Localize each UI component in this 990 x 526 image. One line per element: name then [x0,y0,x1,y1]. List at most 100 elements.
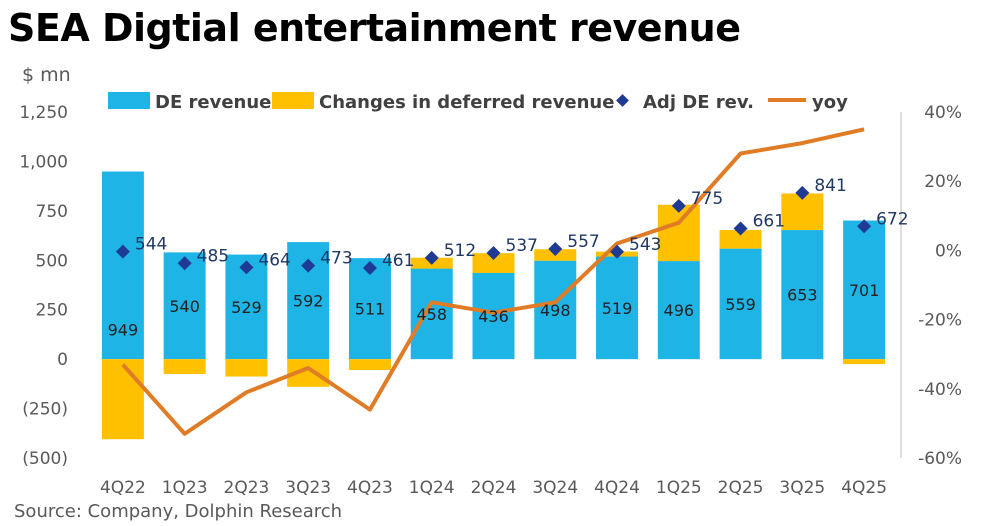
de-revenue-label: 559 [725,295,756,314]
adj-de-rev-marker [795,185,810,200]
de-revenue-bar [596,256,639,360]
y-right-tick: -60% [918,449,962,469]
adj-de-rev-marker [857,219,872,234]
de-revenue-label: 540 [169,297,200,316]
y-right-tick: -40% [918,380,962,400]
adj-de-rev-label: 485 [197,246,229,266]
x-tick-label: 2Q23 [224,478,270,498]
y-right-tick: -20% [918,311,962,331]
de-revenue-bar [410,268,453,360]
x-tick-label: 1Q23 [162,478,208,498]
adj-de-rev-marker [301,258,316,273]
deferred-revenue-bar [472,253,515,273]
de-revenue-label: 496 [664,301,695,320]
y-left-tick: 1,000 [19,152,68,172]
adj-de-rev-label: 464 [258,250,290,270]
de-revenue-bar [101,171,144,360]
y-right-tick: 20% [924,172,962,192]
x-tick-label: 2Q25 [718,478,764,498]
legend-label-adj: Adj DE rev. [643,92,754,113]
deferred-revenue-bar [163,359,206,374]
y-left-tick: 250 [36,301,68,321]
adj-de-rev-label: 841 [814,176,846,196]
y-left-tick: (500) [22,449,68,469]
x-tick-label: 2Q24 [471,478,517,498]
data-labels: 949 540 529 592 511 458 436 498 519 496 559 653 701 5… [108,176,909,340]
adj-de-rev-marker [733,221,748,236]
adj-de-rev-label: 544 [135,235,167,255]
adj-de-rev-label: 543 [629,235,661,255]
y-right-tick: 0% [935,241,962,261]
adj-de-rev-label: 557 [567,232,599,252]
deferred-revenue-bar [843,359,886,365]
de-revenue-bar [843,220,886,360]
y-left-tick: (250) [22,400,68,420]
de-revenue-label: 949 [108,321,139,340]
legend-label-yoy: yoy [812,92,848,113]
x-tick-label: 4Q23 [347,478,393,498]
legend-marker-adj [616,94,629,107]
y-left-tick: 750 [36,202,68,222]
adj-de-rev-marker [177,256,192,271]
adj-de-rev-marker [486,245,501,260]
de-revenue-bar [657,261,700,360]
x-tick-label: 3Q24 [532,478,578,498]
adj-de-rev-marker [671,198,686,213]
de-revenue-label: 458 [416,305,447,324]
legend-swatch-deferred [272,92,314,109]
de-revenue-bar [534,260,577,360]
de-revenue-bar [472,272,515,360]
x-tick-label: 3Q23 [285,478,331,498]
adj-de-rev-marker [548,242,563,257]
legend-swatch-de-revenue [108,92,150,109]
adj-de-rev-label: 473 [320,249,352,269]
x-tick-label: 4Q25 [841,478,887,498]
adj-de-rev-marker [239,260,254,275]
deferred-revenue-bar [348,359,391,371]
adj-de-rev-label: 672 [876,209,908,229]
de-revenue-bar [781,230,824,360]
de-revenue-bar [719,248,762,360]
deferred-revenue-bar [225,359,268,377]
adj-de-rev-marker [115,244,130,259]
y-left-tick: 0 [57,350,68,370]
x-tick-label: 3Q25 [779,478,825,498]
deferred-revenue-bar [657,204,700,262]
de-revenue-label: 529 [231,298,262,317]
adj-de-rev-marker [424,250,439,265]
de-revenue-label: 436 [478,307,509,326]
chart-title: SEA Digtial entertainment revenue [8,6,741,50]
adj-de-rev-label: 661 [753,211,785,231]
x-tick-label: 1Q24 [409,478,455,498]
adj-de-rev-marker [610,244,625,259]
y-right-tick: 40% [924,103,962,123]
adj-de-rev-marker [362,260,377,275]
x-tick-label: 1Q25 [656,478,702,498]
legend-label-de-revenue: DE revenue [155,92,271,113]
legend-label-deferred: Changes in deferred revenue [319,92,614,113]
x-tick-label: 4Q22 [100,478,146,498]
y-left-tick: 1,250 [19,103,68,123]
de-revenue-label: 592 [293,292,324,311]
deferred-revenue-bar [719,230,762,249]
adj-de-rev-label: 461 [382,251,414,271]
adj-markers [115,185,872,275]
de-revenue-label: 498 [540,301,571,320]
de-revenue-label: 511 [355,300,386,319]
deferred-revenue-bar [101,359,144,440]
yoy-line-layer [121,127,865,436]
legend: DE revenue Changes in deferred revenue A… [108,92,848,113]
y-left-tick: 500 [36,251,68,271]
adj-de-rev-label: 512 [444,241,476,261]
adj-de-rev-label: 537 [506,236,538,256]
unit-label: $ mn [22,64,71,86]
de-revenue-label: 701 [849,281,880,300]
yoy-line [121,127,865,436]
de-revenue-label: 519 [602,299,633,318]
de-revenue-label: 653 [787,286,818,305]
adj-de-rev-label: 775 [691,189,723,209]
x-tick-label: 4Q24 [594,478,640,498]
axes: (500) (250) 0 250 500 750 1,000 1,250 -60% -40% -2… [19,103,962,498]
source-note: Source: Company, Dolphin Research [14,501,343,522]
